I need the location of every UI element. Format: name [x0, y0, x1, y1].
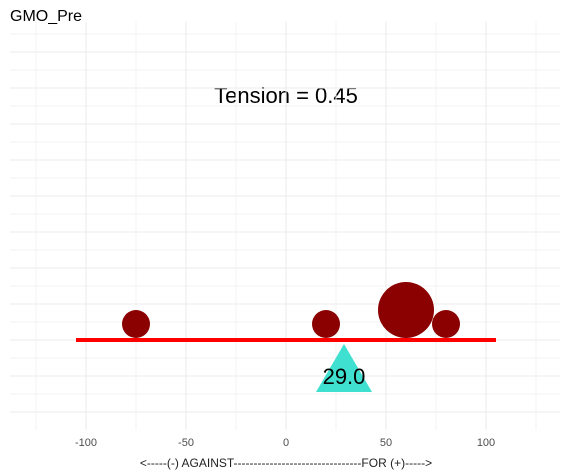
weight — [312, 310, 340, 338]
x-axis-label: <-----(-) AGAINST-----------------------… — [140, 456, 432, 470]
x-tick-label: -100 — [75, 437, 97, 449]
fulcrum — [316, 344, 372, 392]
x-tick-label: 100 — [477, 437, 495, 449]
x-tick-label: -50 — [178, 437, 194, 449]
weight — [122, 310, 150, 338]
x-tick-label: 50 — [380, 437, 392, 449]
weight — [432, 310, 460, 338]
fulcrum-label: 29.0 — [323, 364, 366, 389]
weight — [378, 282, 434, 338]
x-tick-label: 0 — [283, 437, 289, 449]
chart-title: GMO_Pre — [10, 8, 82, 25]
